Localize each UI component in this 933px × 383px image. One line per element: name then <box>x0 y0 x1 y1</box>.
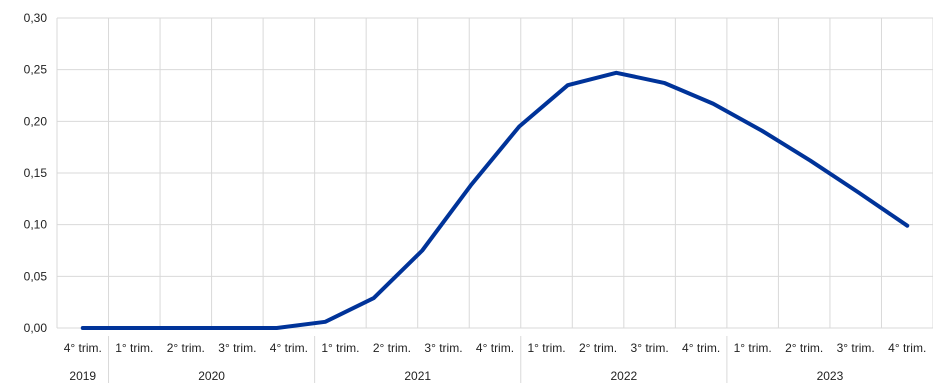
y-tick-label: 0,25 <box>24 63 48 77</box>
x-tick-label: 2° trim. <box>579 341 617 355</box>
y-tick-label: 0,05 <box>24 269 48 283</box>
y-tick-label: 0,00 <box>24 321 48 335</box>
series-line <box>80 70 910 330</box>
x-tick-label: 4° trim. <box>64 341 102 355</box>
x-tick-label: 1° trim. <box>115 341 153 355</box>
year-label: 2021 <box>404 369 431 383</box>
x-tick-label: 4° trim. <box>270 341 308 355</box>
x-tick-label: 3° trim. <box>218 341 256 355</box>
y-tick-label: 0,30 <box>24 11 48 25</box>
y-tick-label: 0,15 <box>24 166 48 180</box>
year-label: 2019 <box>69 369 96 383</box>
x-tick-label: 4° trim. <box>682 341 720 355</box>
y-tick-label: 0,20 <box>24 114 48 128</box>
x-tick-label: 2° trim. <box>373 341 411 355</box>
year-label: 2020 <box>198 369 225 383</box>
year-label: 2023 <box>817 369 844 383</box>
x-tick-label: 3° trim. <box>837 341 875 355</box>
x-tick-label: 4° trim. <box>888 341 926 355</box>
y-tick-label: 0,10 <box>24 218 48 232</box>
x-tick-label: 1° trim. <box>527 341 565 355</box>
x-tick-label: 1° trim. <box>734 341 772 355</box>
x-tick-label: 2° trim. <box>167 341 205 355</box>
x-tick-label: 3° trim. <box>631 341 669 355</box>
x-tick-label: 4° trim. <box>476 341 514 355</box>
x-tick-label: 1° trim. <box>321 341 359 355</box>
year-label: 2022 <box>610 369 637 383</box>
x-tick-label: 3° trim. <box>424 341 462 355</box>
x-tick-label: 2° trim. <box>785 341 823 355</box>
